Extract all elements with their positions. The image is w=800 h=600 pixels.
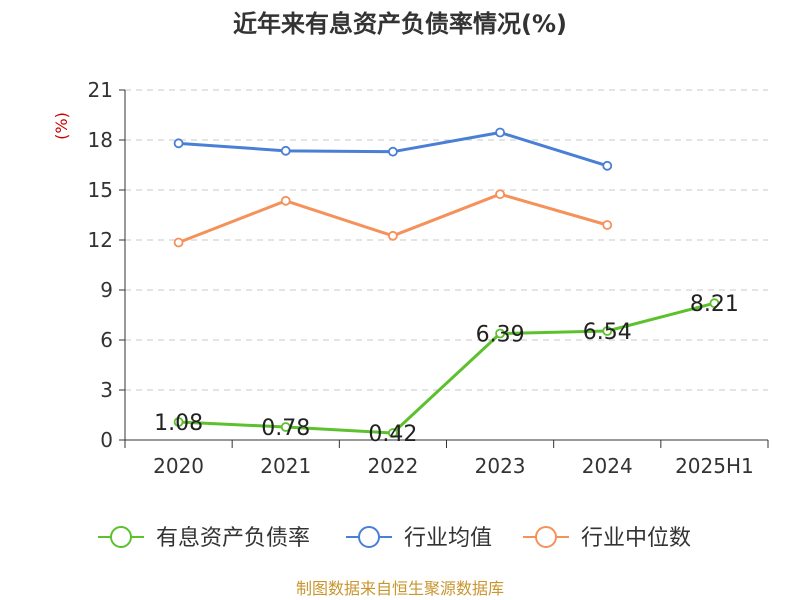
data-label: 8.21 (690, 292, 739, 317)
data-point[interactable] (280, 195, 291, 206)
x-tick-label: 2020 (153, 454, 204, 478)
y-tick-label: 6 (100, 328, 113, 352)
data-point[interactable] (495, 127, 505, 138)
data-point[interactable] (280, 422, 291, 432)
legend-label: 行业均值 (404, 526, 492, 551)
data-point[interactable] (388, 146, 398, 157)
data-point[interactable] (280, 145, 291, 156)
y-tick-label: 12 (88, 228, 113, 252)
data-label: 1.08 (154, 411, 203, 436)
data-point[interactable] (173, 138, 184, 149)
legend[interactable]: 有息资产负债率 行业均值 行业中位数 (98, 526, 691, 551)
data-point[interactable] (173, 417, 184, 427)
data-label: 6.54 (583, 320, 632, 345)
data-label: 6.39 (476, 323, 525, 348)
legend-label: 行业中位数 (581, 526, 691, 551)
chart-title: 近年来有息资产负债率情况(%) (233, 10, 567, 38)
data-point[interactable] (602, 220, 613, 230)
x-tick-label: 2021 (260, 454, 311, 478)
data-label: 0.78 (261, 416, 310, 441)
series-line (178, 301, 715, 435)
data-point[interactable] (388, 428, 398, 438)
data-point[interactable] (173, 237, 184, 248)
series-1 (173, 127, 613, 171)
data-point[interactable] (602, 326, 613, 336)
legend-label: 有息资产负债率 (156, 526, 310, 551)
gridlines (125, 89, 768, 391)
y-tick-label: 15 (88, 178, 113, 202)
legend-marker (535, 526, 557, 548)
axes: 0 3 6 9 12 15 18 21 2020 2021 2022 2023 2024 2025H1 (88, 78, 769, 478)
x-tick-label: 2024 (582, 454, 633, 478)
x-tick-label: 2025H1 (675, 454, 754, 478)
y-tick-label: 3 (100, 378, 113, 402)
y-tick-label: 9 (100, 278, 113, 302)
data-point[interactable] (602, 160, 613, 171)
x-tick-label: 2023 (475, 454, 526, 478)
y-tick-label: 21 (88, 78, 113, 102)
y-tick-label: 18 (88, 128, 113, 152)
x-tick-label: 2022 (367, 454, 418, 478)
series-2 (173, 189, 613, 248)
data-point[interactable] (495, 189, 505, 200)
data-label: 0.42 (368, 422, 417, 447)
data-point[interactable] (495, 328, 505, 339)
data-point[interactable] (388, 230, 398, 241)
series-layer: 1.08 0.78 0.42 6.39 6.54 8.21 (154, 127, 739, 447)
legend-marker (358, 526, 380, 548)
legend-item[interactable]: 有息资产负债率 (98, 526, 310, 551)
data-point[interactable] (709, 298, 720, 309)
y-axis-unit: (%) (52, 112, 71, 140)
y-tick-label: 0 (100, 428, 113, 452)
legend-marker (110, 526, 132, 548)
source-note: 制图数据来自恒生聚源数据库 (296, 579, 504, 598)
legend-item[interactable]: 行业均值 (346, 526, 492, 551)
legend-item[interactable]: 行业中位数 (523, 526, 691, 551)
series-0: 1.08 0.78 0.42 6.39 6.54 8.21 (154, 292, 739, 447)
